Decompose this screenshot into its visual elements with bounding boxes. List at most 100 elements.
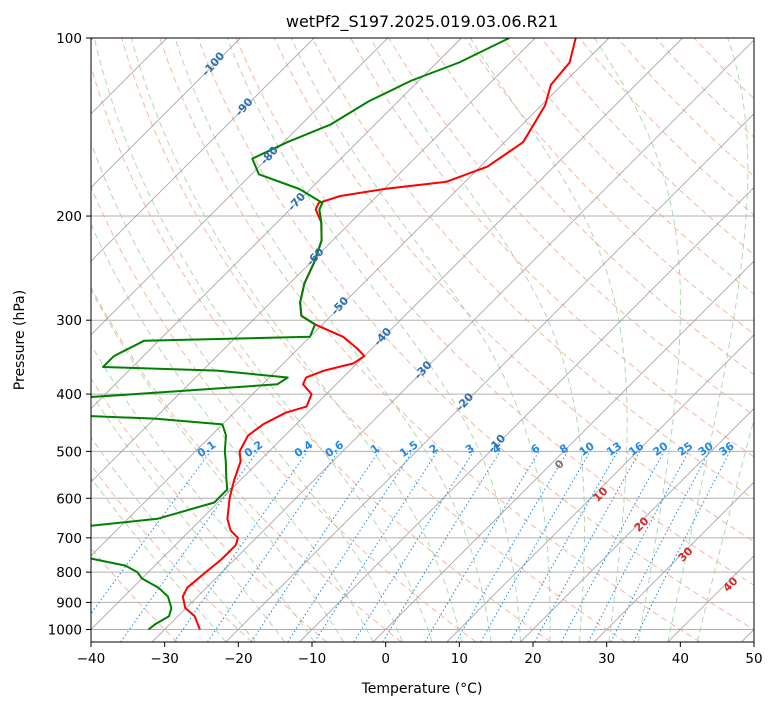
isopleth-labels: 0.1 0.2 0.4 0.6 1 1.5 2 3 4 6 8 10 13 16 20 25 30 36-100-…: [195, 49, 741, 594]
dry-adiabat-label: 30: [676, 544, 696, 564]
y-tick-label: 200: [56, 209, 82, 225]
mixing-ratio-label: 0.6: [323, 438, 347, 460]
moist-adiabat-line: [91, 477, 227, 642]
mixing-ratio-line: [560, 451, 665, 642]
mixing-ratio-label: 1: [368, 442, 382, 457]
dry-adiabat-line: [311, 38, 754, 500]
x-tick-label: 40: [672, 651, 689, 667]
moist-adiabat-line: [91, 223, 374, 642]
dry-adiabat-label: 40: [721, 574, 741, 594]
isotherm-line: [91, 38, 536, 483]
isotherm-label: -30: [412, 358, 435, 382]
mixing-ratio-line: [287, 451, 414, 642]
mixing-ratio-line: [250, 451, 380, 642]
moist-adiabat-line: [91, 436, 256, 642]
dry-adiabat-line: [617, 38, 754, 177]
isotherm-line: [91, 38, 389, 336]
mixing-ratio-label: 2: [427, 442, 441, 457]
x-tick-label: −20: [224, 651, 253, 667]
mixing-ratio-lines: [91, 451, 731, 642]
dry-adiabat-zero-label: 0: [552, 457, 567, 472]
dry-adiabat-line: [655, 38, 754, 138]
mixing-ratio-line: [206, 451, 339, 642]
mixing-ratio-label: 13: [604, 439, 624, 458]
dry-adiabat-line: [693, 38, 754, 100]
mixing-ratio-line: [534, 451, 641, 642]
mixing-ratio-line: [314, 451, 438, 642]
mixing-ratio-line: [633, 451, 731, 642]
mixing-ratio-line: [120, 451, 258, 642]
moist-adiabat-line: [91, 392, 286, 642]
x-tick-label: −30: [150, 651, 179, 667]
moist-adiabat-line: [370, 38, 585, 642]
isotherm-label: -50: [328, 294, 351, 318]
y-tick-label: 400: [56, 387, 82, 403]
plot-frame: [90, 37, 755, 643]
y-tick-label: 600: [56, 491, 82, 507]
dry-adiabat-line: [388, 38, 754, 417]
moist-adiabat-line: [174, 38, 492, 642]
dry-adiabat-line: [502, 38, 754, 295]
dry-adiabat-line: [91, 64, 552, 642]
dewpoint-line: [91, 38, 510, 631]
mixing-ratio-line: [455, 451, 569, 642]
mixing-ratio-line: [382, 451, 501, 642]
dry-adiabat-line: [91, 377, 328, 642]
y-axis-label: Pressure (hPa): [12, 290, 28, 390]
dry-adiabats: [91, 38, 754, 642]
isotherm-line: [299, 186, 754, 642]
mixing-ratio-line: [587, 451, 690, 642]
dry-adiabat-line: [159, 38, 701, 642]
moist-adiabat-line: [290, 38, 551, 642]
dry-adiabat-line: [235, 38, 754, 586]
x-tick-label: −40: [77, 651, 106, 667]
sounding-series: [91, 38, 577, 631]
moist-adiabat-line: [469, 38, 628, 642]
mixing-ratio-label: 1.5: [397, 438, 420, 460]
moist-adiabat-line: [667, 38, 749, 642]
isotherm-label: -40: [371, 325, 394, 349]
dry-adiabat-line: [197, 38, 754, 631]
isotherm-line: [225, 113, 754, 642]
mixing-ratio-line: [173, 451, 308, 642]
y-tick-label: 900: [56, 595, 82, 611]
x-tick-label: 30: [598, 651, 615, 667]
mixing-ratio-line: [353, 451, 475, 642]
dry-adiabat-line: [464, 38, 754, 335]
dry-adiabat-line: [91, 464, 253, 642]
moist-adiabat-line: [93, 38, 433, 642]
dry-adiabat-line: [273, 38, 754, 543]
mixing-ratio-label: 30: [696, 439, 716, 459]
isotherm-line: [593, 481, 754, 642]
mixing-ratio-label: 3: [463, 442, 477, 457]
x-axis-ticks: −40 −30 −20 −10 0 10 20 30 40 50: [77, 642, 763, 667]
moist-adiabat-line: [696, 417, 754, 642]
dry-adiabat-line: [91, 185, 477, 642]
mixing-ratio-label: 0.4: [292, 438, 316, 460]
mixing-ratio-label: 25: [675, 439, 695, 458]
y-tick-label: 800: [56, 565, 82, 581]
mixing-ratio-label: 36: [717, 439, 737, 459]
mixing-ratio-line: [510, 451, 619, 642]
isotherm-line: [446, 334, 754, 642]
isotherm-line: [91, 38, 683, 631]
mixing-ratio-label: 6: [529, 441, 543, 456]
y-tick-label: 300: [56, 313, 82, 329]
isotherm-label: -60: [304, 245, 327, 269]
y-tick-label: 1000: [48, 622, 82, 638]
moist-adiabat-line: [226, 38, 521, 642]
y-tick-label: 700: [56, 531, 82, 547]
isotherm-line: [91, 38, 315, 262]
x-tick-label: 20: [524, 651, 541, 667]
y-tick-label: 500: [56, 444, 82, 460]
x-tick-label: −10: [298, 651, 327, 667]
x-tick-label: 10: [451, 651, 468, 667]
y-tick-label: 100: [56, 31, 82, 47]
isotherm-line: [91, 38, 610, 557]
dry-adiabat-line: [121, 38, 626, 642]
temperature-line: [181, 38, 577, 630]
x-tick-label: 50: [745, 651, 762, 667]
isotherm-label: -90: [233, 95, 256, 119]
dry-adiabat-label: 10: [591, 484, 611, 504]
x-tick-label: 0: [381, 651, 390, 667]
